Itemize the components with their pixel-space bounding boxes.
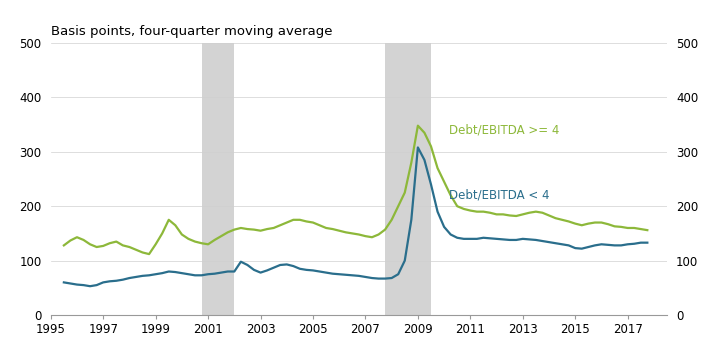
- Text: Debt/EBITDA < 4: Debt/EBITDA < 4: [450, 189, 550, 202]
- Text: Debt/EBITDA >= 4: Debt/EBITDA >= 4: [450, 124, 560, 136]
- Text: Basis points, four-quarter moving average: Basis points, four-quarter moving averag…: [51, 25, 332, 38]
- Bar: [385, 43, 431, 315]
- Bar: [202, 43, 234, 315]
